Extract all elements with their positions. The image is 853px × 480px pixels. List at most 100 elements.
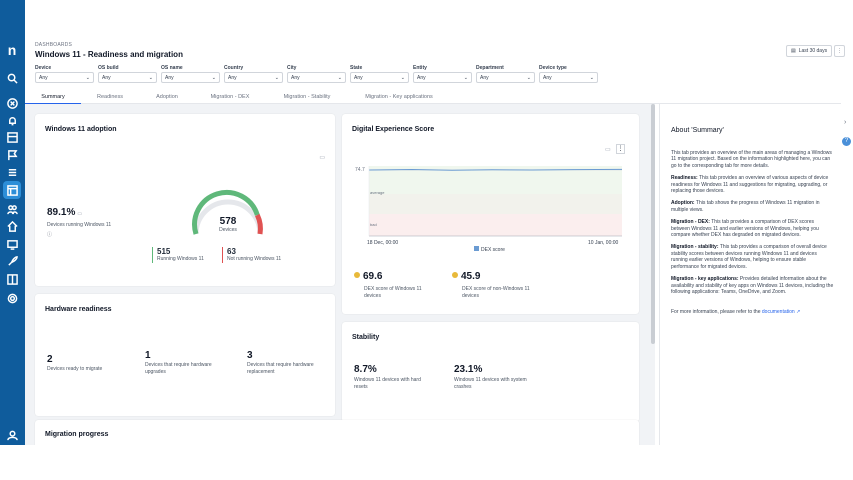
gauge-running-arc: [192, 189, 260, 235]
adoption-percent: 89.1%: [47, 207, 76, 218]
documentation-link[interactable]: documentation: [761, 309, 795, 316]
time-range-button[interactable]: ▤ Last 30 days: [786, 45, 833, 57]
chevron-right-icon[interactable]: ›: [844, 119, 847, 126]
chevron-down-icon: ⌄: [274, 74, 279, 81]
bell-icon[interactable]: [5, 113, 19, 127]
help-icon[interactable]: ?: [842, 137, 851, 146]
tab-readiness[interactable]: Readiness: [97, 94, 123, 100]
gauge-not-running-arc: [254, 213, 263, 235]
page-title: Windows 11 - Readiness and migration: [35, 50, 183, 59]
filter-device-type: Device type Any ⌄: [539, 65, 598, 83]
not-running-stat: 63 Not running Windows 11: [222, 247, 281, 263]
adoption-percent-label: Devices running Windows 11: [47, 222, 112, 228]
dex-other-stat: 45.9 DEX score of non-Windows 11 devices: [452, 266, 537, 299]
dashboards-icon[interactable]: [3, 181, 21, 199]
adoption-total-label: Devices: [219, 227, 237, 233]
filter-city: City Any ⌄: [287, 65, 346, 83]
tab-summary[interactable]: Summary: [25, 92, 81, 104]
search-icon[interactable]: [5, 71, 19, 85]
tab-migration-key-applications[interactable]: Migration - Key applications: [365, 94, 433, 100]
about-title: About 'Summary': [671, 127, 724, 134]
home-icon[interactable]: [5, 219, 19, 233]
page-header: DASHBOARDS Windows 11 - Readiness and mi…: [35, 42, 183, 59]
adoption-title: Windows 11 adoption: [45, 126, 117, 133]
filter-icon: ▭: [77, 211, 83, 217]
filter-state-select[interactable]: Any ⌄: [350, 72, 409, 83]
dex-x-end: 10 Jan, 00:00: [588, 240, 619, 246]
adoption-gauge: [192, 189, 263, 235]
adoption-card: Windows 11 adoption ▭ 89.1% ▭ Devices run…: [35, 114, 335, 286]
dex-y-label: 74.7: [355, 167, 365, 173]
filter-device-select[interactable]: Any ⌄: [35, 72, 94, 83]
external-link-icon: ↗: [796, 309, 801, 316]
close-circle-icon[interactable]: [5, 96, 19, 110]
dex-x-start: 18 Dec, 00:00: [367, 240, 399, 246]
filter-entity-select[interactable]: Any ⌄: [413, 72, 472, 83]
chevron-down-icon: ⌄: [337, 74, 342, 81]
breadcrumb[interactable]: DASHBOARDS: [35, 42, 73, 48]
tab-adoption[interactable]: Adoption: [156, 94, 178, 100]
hardware-title: Hardware readiness: [45, 306, 112, 313]
filter-device: Device Any ⌄: [35, 65, 94, 83]
chevron-down-icon: ⌄: [589, 74, 594, 81]
filter-department-select[interactable]: Any ⌄: [476, 72, 535, 83]
filter-state: State Any ⌄: [350, 65, 409, 83]
nexthink-logo[interactable]: n: [7, 42, 17, 58]
filter-os-build: OS build Any ⌄: [98, 65, 157, 83]
chevron-down-icon: ⌄: [148, 74, 153, 81]
chevron-down-icon: ⌄: [526, 74, 531, 81]
flag-icon[interactable]: [5, 148, 19, 162]
chevron-down-icon: ⌄: [400, 74, 405, 81]
stability-title: Stability: [352, 334, 380, 341]
stability-hard-resets-stat: 8.7% Windows 11 devices with hard resets: [354, 364, 421, 390]
expand-icon[interactable]: ▭: [319, 155, 325, 161]
dex-chart: [368, 166, 623, 237]
migration-title: Migration progress: [45, 431, 109, 438]
filter-country: Country Any ⌄: [224, 65, 283, 83]
dex-score-line: [368, 168, 623, 171]
dex-band-bad: bad: [370, 222, 377, 227]
tab-migration-stability[interactable]: Migration - Stability: [283, 94, 331, 100]
settings-icon[interactable]: [5, 291, 19, 305]
dashboard-content[interactable]: Windows 11 adoption ▭ 89.1% ▭ Devices run…: [25, 104, 655, 445]
user-icon[interactable]: [5, 428, 19, 442]
device-icon[interactable]: [5, 237, 19, 251]
more-options-button[interactable]: ⋮: [834, 45, 845, 57]
chart-icon[interactable]: [5, 130, 19, 144]
filter-os-name-select[interactable]: Any ⌄: [161, 72, 220, 83]
list-icon[interactable]: [5, 165, 19, 179]
migration-progress-card: Migration progress: [35, 420, 639, 445]
dex-legend[interactable]: DEX score: [474, 246, 505, 253]
running-stat: 515 Running Windows 11: [152, 247, 204, 263]
left-nav-rail: n: [0, 0, 25, 445]
filter-bar: Device Any ⌄ OS build Any ⌄ OS name Any ⌄ Coun…: [35, 65, 598, 83]
hardware-replace-stat: 3 Devices that require hardware replaceme…: [247, 350, 314, 375]
hardware-upgrade-stat: 1 Devices that require hardware upgrades: [145, 350, 212, 375]
library-icon[interactable]: [5, 272, 19, 286]
dex-title: Digital Experience Score: [352, 126, 435, 133]
content-scrollbar[interactable]: [651, 104, 655, 344]
about-text: This tab provides an overview of the mai…: [671, 150, 834, 316]
people-icon[interactable]: [5, 202, 19, 216]
right-side-strip: › ?: [841, 104, 853, 445]
chevron-down-icon: ⌄: [463, 74, 468, 81]
filter-os-name: OS name Any ⌄: [161, 65, 220, 83]
dex-win11-stat: 69.6 DEX score of Windows 11 devices: [354, 266, 429, 299]
hardware-ready-stat: 2 Devices ready to migrate: [47, 354, 103, 372]
filter-device-type-select[interactable]: Any ⌄: [539, 72, 598, 83]
chevron-down-icon: ⌄: [211, 74, 216, 81]
filter-os-build-select[interactable]: Any ⌄: [98, 72, 157, 83]
about-panel: About 'Summary' This tab provides an ove…: [659, 104, 841, 445]
dex-menu-button[interactable]: ⋮: [616, 144, 625, 154]
chevron-down-icon: ⌄: [85, 74, 90, 81]
page-bottom-margin: [0, 445, 853, 480]
tab-migration-dex[interactable]: Migration - DEX: [210, 94, 250, 100]
dex-card: Digital Experience Score ▭ ⋮ 74.7 averag…: [342, 114, 639, 314]
filter-country-select[interactable]: Any ⌄: [224, 72, 283, 83]
stability-crashes-stat: 23.1% Windows 11 devices with system cras…: [454, 364, 527, 390]
expand-icon[interactable]: ▭: [605, 147, 611, 153]
rocket-icon[interactable]: [5, 254, 19, 268]
info-icon[interactable]: ⓘ: [47, 232, 53, 238]
filter-city-select[interactable]: Any ⌄: [287, 72, 346, 83]
